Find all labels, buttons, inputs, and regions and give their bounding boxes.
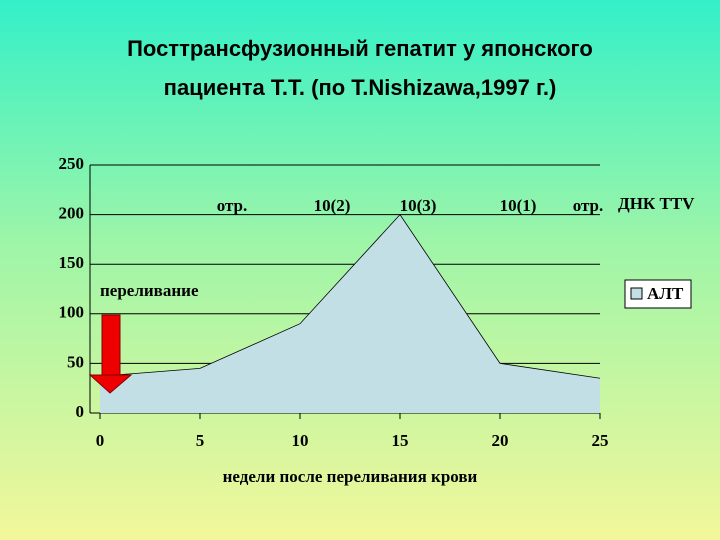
area-outline (99, 213, 601, 379)
arrow-head (88, 374, 133, 394)
annotation: 10(3) (400, 196, 437, 215)
x-tick-label: 10 (292, 431, 309, 450)
annotation: отр. (573, 196, 604, 215)
x-tick-label: 5 (196, 431, 205, 450)
y-tick-label: 50 (67, 352, 84, 371)
title-line: Посттрансфузионный гепатит у японского (127, 36, 593, 61)
annotation: 10(2) (314, 196, 351, 215)
y-tick-label: 100 (59, 303, 85, 322)
y-tick-label: 200 (59, 204, 85, 223)
y-tick-label: 150 (59, 253, 85, 272)
y-tick-label: 0 (76, 402, 85, 421)
annotation: 10(1) (500, 196, 537, 215)
annotation: ДНК TTV (618, 194, 695, 213)
title-line: пациента Т.Т. (по T.Nishizawa,1997 г.) (164, 75, 557, 100)
x-tick-label: 25 (592, 431, 609, 450)
y-tick-label: 250 (59, 154, 85, 173)
annotation: переливание (100, 281, 199, 300)
annotation: отр. (217, 196, 248, 215)
legend-swatch (630, 287, 643, 300)
x-tick-label: 20 (492, 431, 509, 450)
x-axis-label: недели после переливания крови (223, 467, 478, 486)
x-tick-label: 0 (96, 431, 105, 450)
area (100, 214, 600, 413)
arrow-shaft (101, 314, 121, 376)
transfusion-arrow (88, 314, 133, 394)
x-tick-label: 15 (392, 431, 409, 450)
legend-label: АЛТ (647, 284, 684, 303)
